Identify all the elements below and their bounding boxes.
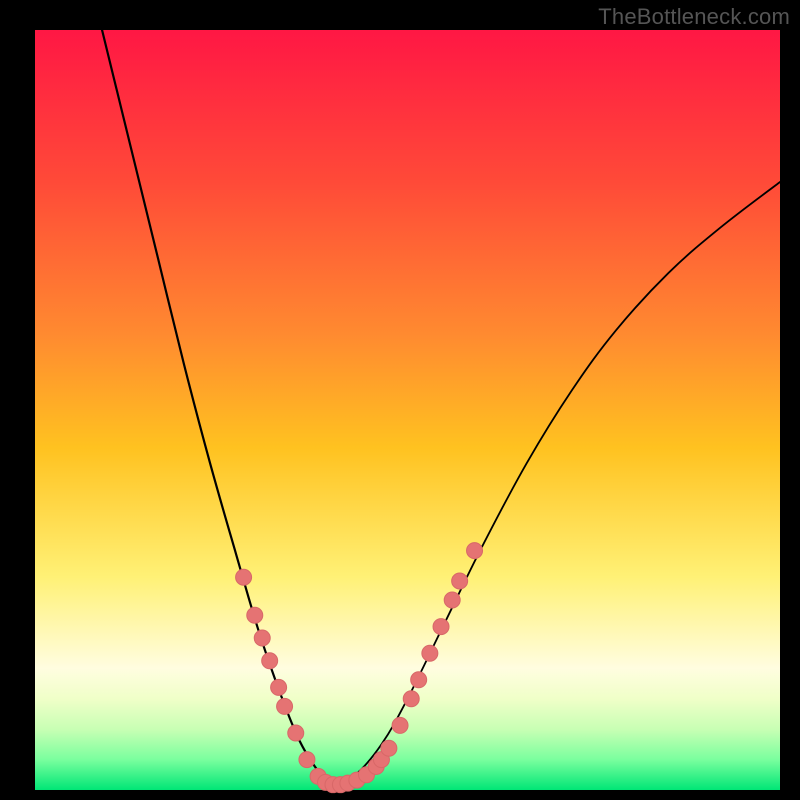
data-point (277, 698, 293, 714)
data-point (444, 592, 460, 608)
data-point (381, 740, 397, 756)
data-point (236, 569, 252, 585)
data-point (254, 630, 270, 646)
bottleneck-chart-svg (0, 0, 800, 800)
data-point (411, 672, 427, 688)
data-point (403, 691, 419, 707)
data-point (247, 607, 263, 623)
chart-container: TheBottleneck.com (0, 0, 800, 800)
data-point (271, 679, 287, 695)
data-point (467, 543, 483, 559)
data-point (299, 752, 315, 768)
data-point (262, 653, 278, 669)
plot-background (35, 30, 780, 790)
data-point (422, 645, 438, 661)
data-point (452, 573, 468, 589)
watermark-text: TheBottleneck.com (598, 4, 790, 30)
data-point (392, 717, 408, 733)
data-point (433, 619, 449, 635)
data-point (288, 725, 304, 741)
